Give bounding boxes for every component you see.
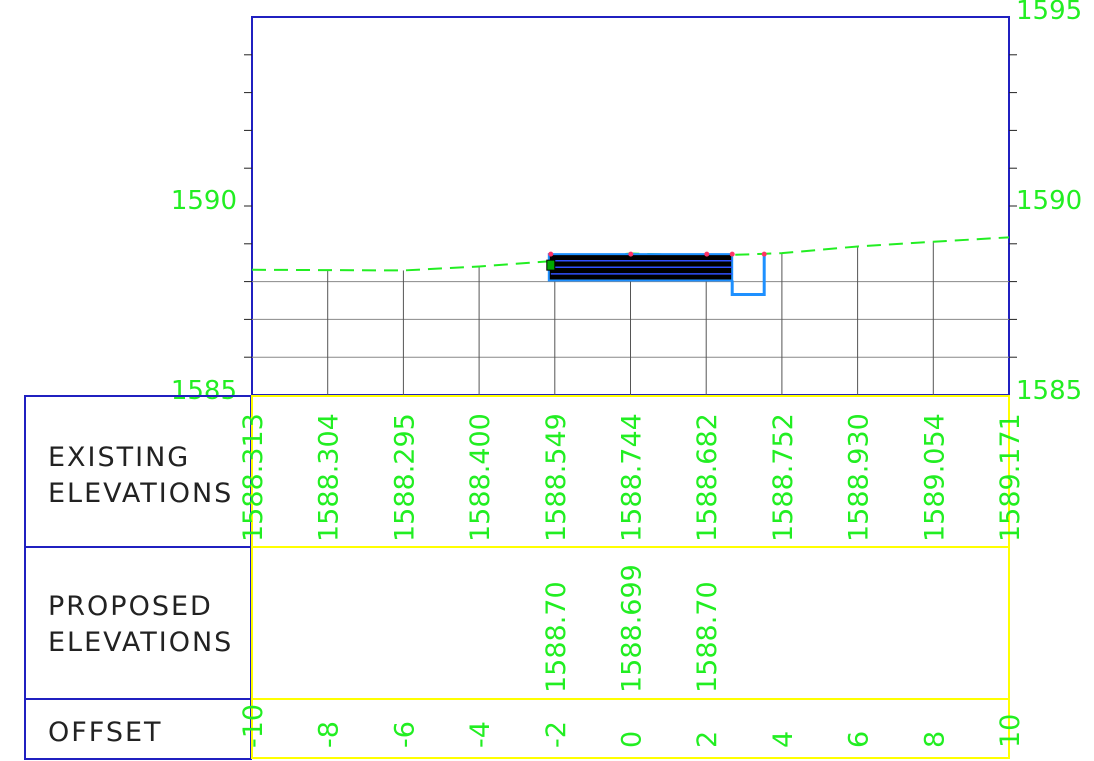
offset-value: 10 — [995, 714, 1026, 748]
proposed-elevation-value: 1588.699 — [617, 564, 648, 693]
existing-elevation-value: 1588.752 — [768, 413, 799, 542]
left-elev-1585: 1585 — [171, 376, 237, 406]
grid — [252, 241, 1009, 395]
right-elev-1590: 1590 — [1016, 186, 1082, 216]
existing-label-line1: EXISTING — [48, 442, 190, 473]
vertex-marker — [729, 251, 735, 257]
vertex-marker — [761, 251, 767, 257]
culvert-end-marker — [546, 259, 556, 271]
offset-value: 2 — [692, 731, 723, 748]
existing-elevation-value: 1588.304 — [314, 413, 345, 542]
existing-elevation-values: 1588.313 1588.304 1588.295 1588.400 1588.549… — [238, 413, 1026, 542]
offset-value: -2 — [541, 721, 572, 748]
offset-value: 0 — [617, 731, 648, 748]
value-table — [251, 395, 1010, 759]
proposed-elevation-value: 1588.70 — [692, 581, 723, 693]
frame-ticks — [244, 54, 1017, 358]
vertex-marker — [628, 251, 634, 257]
proposed-label-line2: ELEVATIONS — [48, 627, 233, 658]
culvert-structure — [546, 251, 767, 296]
offset-value: 8 — [919, 731, 950, 748]
offset-value: -4 — [465, 721, 496, 748]
offset-value: 4 — [768, 731, 799, 748]
existing-elevation-value: 1588.295 — [389, 413, 420, 542]
existing-label-line2: ELEVATIONS — [48, 478, 233, 509]
existing-elevation-value: 1588.930 — [844, 413, 875, 542]
offset-values: -10 -8 -6 -4 -2 0 2 4 6 8 10 — [238, 704, 1026, 748]
offset-label: OFFSET — [48, 717, 163, 748]
left-elev-1590: 1590 — [171, 186, 237, 216]
proposed-label-line1: PROPOSED — [48, 591, 213, 622]
offset-value: -10 — [238, 704, 269, 748]
existing-elevation-value: 1588.682 — [692, 413, 723, 542]
existing-elevation-value: 1589.054 — [919, 413, 950, 542]
vertex-marker — [548, 251, 554, 257]
offset-value: -8 — [314, 721, 345, 748]
vertex-marker — [704, 251, 710, 257]
offset-value: -6 — [389, 721, 420, 748]
proposed-elevation-value: 1588.70 — [541, 581, 572, 693]
existing-elevation-value: 1588.313 — [238, 413, 269, 542]
proposed-elevation-values: 1588.70 1588.699 1588.70 — [541, 564, 723, 693]
ditch-channel — [730, 254, 766, 296]
existing-elevation-value: 1588.744 — [617, 413, 648, 542]
right-elev-1595: 1595 — [1016, 0, 1082, 26]
existing-elevation-value: 1588.549 — [541, 413, 572, 542]
existing-elevation-value: 1589.171 — [995, 413, 1026, 542]
offset-value: 6 — [844, 731, 875, 748]
existing-elevation-value: 1588.400 — [465, 413, 496, 542]
right-elev-1585: 1585 — [1016, 376, 1082, 406]
